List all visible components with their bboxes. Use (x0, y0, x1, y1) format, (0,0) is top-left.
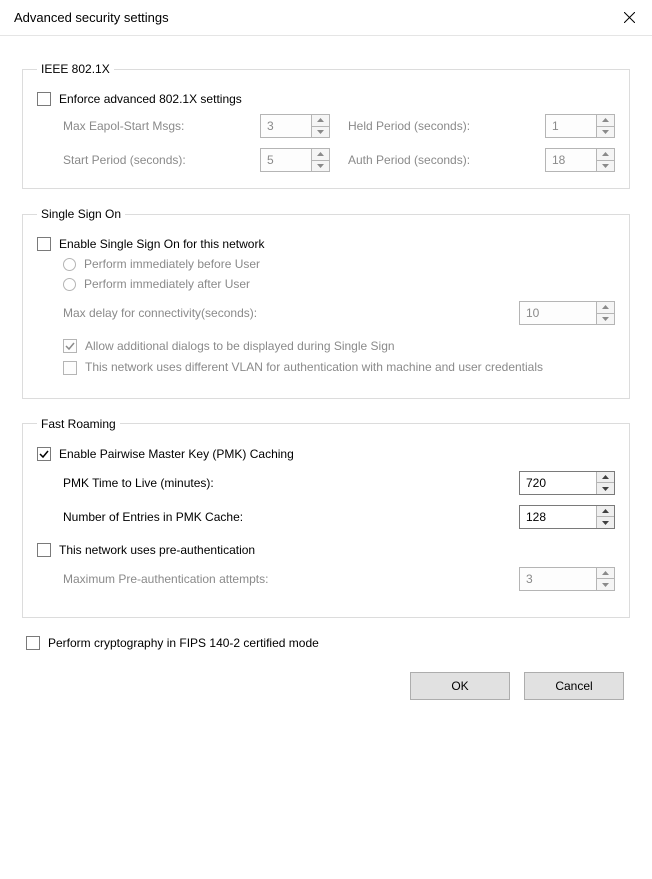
sso-allow-dialogs-checkbox (63, 339, 77, 353)
roaming-legend: Fast Roaming (37, 417, 120, 431)
max-eapol-label: Max Eapol-Start Msgs: (63, 119, 252, 133)
spin-down-icon (597, 127, 614, 138)
spin-up-icon (597, 568, 614, 580)
preauth-max-row: Maximum Pre-authentication attempts: 3 (37, 567, 615, 591)
sso-after-radio (63, 278, 76, 291)
pmk-ttl-label: PMK Time to Live (minutes): (63, 476, 214, 490)
preauth-row: This network uses pre-authentication (37, 543, 615, 557)
pmk-ttl-row: PMK Time to Live (minutes): 720 (37, 471, 615, 495)
pmk-enable-checkbox[interactable] (37, 447, 51, 461)
sso-before-radio (63, 258, 76, 271)
spin-down-icon (597, 579, 614, 590)
ieee-legend: IEEE 802.1X (37, 62, 114, 76)
held-period-value: 1 (546, 115, 596, 137)
spin-down-icon[interactable] (597, 517, 614, 528)
button-bar: OK Cancel (18, 672, 624, 700)
spin-down-icon[interactable] (597, 483, 614, 494)
sso-delay-label: Max delay for connectivity(seconds): (63, 306, 257, 320)
preauth-max-value: 3 (520, 568, 596, 590)
enforce-label: Enforce advanced 802.1X settings (59, 92, 242, 106)
held-period-spin: 1 (545, 114, 615, 138)
sso-delay-value: 10 (520, 302, 596, 324)
pmk-enable-label: Enable Pairwise Master Key (PMK) Caching (59, 447, 294, 461)
sso-delay-spin: 10 (519, 301, 615, 325)
sso-enable-checkbox[interactable] (37, 237, 51, 251)
pmk-ttl-spin[interactable]: 720 (519, 471, 615, 495)
sso-delay-row: Max delay for connectivity(seconds): 10 (37, 301, 615, 325)
cancel-button[interactable]: Cancel (524, 672, 624, 700)
auth-period-value: 18 (546, 149, 596, 171)
sso-group: Single Sign On Enable Single Sign On for… (22, 207, 630, 399)
sso-allow-dialogs-row: Allow additional dialogs to be displayed… (37, 339, 615, 353)
sso-allow-dialogs-label: Allow additional dialogs to be displayed… (85, 339, 395, 353)
ieee-fields: Max Eapol-Start Msgs: 3 Held Period (sec… (37, 114, 615, 172)
preauth-label: This network uses pre-authentication (59, 543, 255, 557)
max-eapol-spin: 3 (260, 114, 330, 138)
dialog-content: IEEE 802.1X Enforce advanced 802.1X sett… (0, 36, 652, 710)
pmk-entries-label: Number of Entries in PMK Cache: (63, 510, 243, 524)
max-eapol-value: 3 (261, 115, 311, 137)
pmk-entries-value: 128 (520, 506, 596, 528)
fips-checkbox[interactable] (26, 636, 40, 650)
start-period-field: Start Period (seconds): 5 (63, 148, 330, 172)
pmk-entries-row: Number of Entries in PMK Cache: 128 (37, 505, 615, 529)
held-period-field: Held Period (seconds): 1 (348, 114, 615, 138)
held-period-label: Held Period (seconds): (348, 119, 537, 133)
preauth-checkbox[interactable] (37, 543, 51, 557)
preauth-max-spin: 3 (519, 567, 615, 591)
pmk-enable-row: Enable Pairwise Master Key (PMK) Caching (37, 447, 615, 461)
spin-up-icon (597, 149, 614, 161)
auth-period-field: Auth Period (seconds): 18 (348, 148, 615, 172)
sso-before-label: Perform immediately before User (84, 257, 260, 271)
ieee-group: IEEE 802.1X Enforce advanced 802.1X sett… (22, 62, 630, 189)
fips-label: Perform cryptography in FIPS 140-2 certi… (48, 636, 319, 650)
spin-up-icon[interactable] (597, 506, 614, 518)
preauth-max-label: Maximum Pre-authentication attempts: (63, 572, 268, 586)
pmk-entries-spin[interactable]: 128 (519, 505, 615, 529)
sso-vlan-label: This network uses different VLAN for aut… (85, 359, 543, 376)
spin-down-icon (312, 127, 329, 138)
spin-down-icon (597, 314, 614, 325)
start-period-label: Start Period (seconds): (63, 153, 252, 167)
spin-down-icon (597, 161, 614, 172)
pmk-ttl-value: 720 (520, 472, 596, 494)
window-title: Advanced security settings (14, 10, 169, 25)
start-period-spin: 5 (260, 148, 330, 172)
sso-legend: Single Sign On (37, 207, 125, 221)
enforce-row: Enforce advanced 802.1X settings (37, 92, 615, 106)
spin-down-icon (312, 161, 329, 172)
enforce-checkbox[interactable] (37, 92, 51, 106)
ok-button[interactable]: OK (410, 672, 510, 700)
spin-up-icon[interactable] (597, 472, 614, 484)
sso-vlan-row: This network uses different VLAN for aut… (37, 359, 615, 376)
spin-up-icon (597, 115, 614, 127)
sso-before-row: Perform immediately before User (37, 257, 615, 271)
auth-period-label: Auth Period (seconds): (348, 153, 537, 167)
spin-up-icon (312, 149, 329, 161)
auth-period-spin: 18 (545, 148, 615, 172)
close-button[interactable] (606, 0, 652, 36)
start-period-value: 5 (261, 149, 311, 171)
close-icon (624, 12, 635, 23)
max-eapol-field: Max Eapol-Start Msgs: 3 (63, 114, 330, 138)
roaming-group: Fast Roaming Enable Pairwise Master Key … (22, 417, 630, 618)
sso-enable-label: Enable Single Sign On for this network (59, 237, 264, 251)
fips-row: Perform cryptography in FIPS 140-2 certi… (26, 636, 626, 650)
sso-enable-row: Enable Single Sign On for this network (37, 237, 615, 251)
spin-up-icon (312, 115, 329, 127)
title-bar: Advanced security settings (0, 0, 652, 36)
spin-up-icon (597, 302, 614, 314)
sso-vlan-checkbox (63, 361, 77, 375)
sso-after-label: Perform immediately after User (84, 277, 250, 291)
sso-after-row: Perform immediately after User (37, 277, 615, 291)
